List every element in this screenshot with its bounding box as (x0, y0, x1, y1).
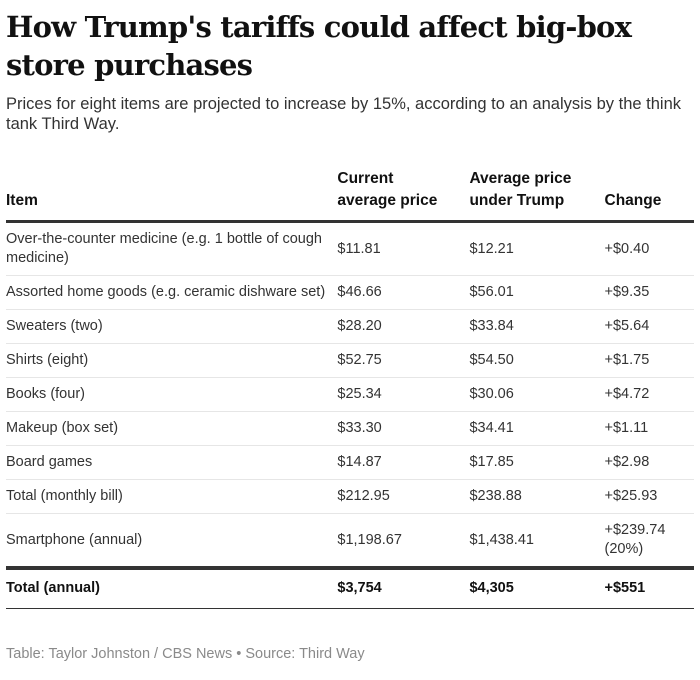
cell-item: Smartphone (annual) (6, 513, 338, 570)
cell-current-price: $3,754 (337, 568, 470, 609)
total-row: Total (annual) $3,754 $4,305 +$551 (6, 568, 694, 609)
cell-item: Total (annual) (6, 568, 338, 609)
cell-price-under-trump: $17.85 (469, 445, 605, 480)
footer-credit: Table: Taylor Johnston / CBS News • Sour… (6, 646, 365, 662)
cell-change: +$239.74 (20%) (604, 513, 694, 570)
header-current-price: Current average price (337, 168, 470, 223)
header-price-under-trump: Average price under Trump (469, 168, 605, 223)
cell-item: Board games (6, 445, 338, 480)
cell-change: +$1.75 (604, 343, 694, 378)
cell-price-under-trump: $1,438.41 (469, 513, 605, 570)
cell-current-price: $14.87 (337, 445, 470, 480)
cell-current-price: $33.30 (337, 411, 470, 446)
page-title: How Trump's tariffs could affect big-box… (6, 10, 632, 82)
cell-change: +$1.11 (604, 411, 694, 446)
cell-item: Total (monthly bill) (6, 479, 338, 514)
cell-change: +$2.98 (604, 445, 694, 480)
table-row: Assorted home goods (e.g. ceramic dishwa… (6, 275, 694, 310)
cell-item: Over-the-counter medicine (e.g. 1 bottle… (6, 221, 338, 276)
table-row: Shirts (eight) $52.75 $54.50 +$1.75 (6, 343, 694, 378)
price-table: Item Current average price Average price… (6, 168, 694, 609)
cell-price-under-trump: $33.84 (469, 309, 605, 344)
header-item: Item (6, 168, 338, 223)
cell-price-under-trump: $30.06 (469, 377, 605, 412)
table-row: Over-the-counter medicine (e.g. 1 bottle… (6, 221, 694, 276)
cell-change: +$9.35 (604, 275, 694, 310)
cell-current-price: $25.34 (337, 377, 470, 412)
table-row: Board games $14.87 $17.85 +$2.98 (6, 445, 694, 480)
cell-current-price: $1,198.67 (337, 513, 470, 570)
cell-price-under-trump: $56.01 (469, 275, 605, 310)
subtitle: Prices for eight items are projected to … (6, 95, 682, 133)
cell-change: +$5.64 (604, 309, 694, 344)
table-row: Makeup (box set) $33.30 $34.41 +$1.11 (6, 411, 694, 446)
cell-change: +$0.40 (604, 221, 694, 276)
header-change: Change (604, 168, 694, 223)
cell-current-price: $46.66 (337, 275, 470, 310)
cell-item: Assorted home goods (e.g. ceramic dishwa… (6, 275, 338, 310)
cell-item: Makeup (box set) (6, 411, 338, 446)
cell-price-under-trump: $12.21 (469, 221, 605, 276)
cell-item: Shirts (eight) (6, 343, 338, 378)
cell-current-price: $212.95 (337, 479, 470, 514)
cell-item: Books (four) (6, 377, 338, 412)
cell-change: +$551 (604, 568, 694, 609)
table-row: Total (monthly bill) $212.95 $238.88 +$25.9… (6, 479, 694, 514)
cell-price-under-trump: $34.41 (469, 411, 605, 446)
cell-item: Sweaters (two) (6, 309, 338, 344)
cell-price-under-trump: $4,305 (469, 568, 605, 609)
cell-current-price: $11.81 (337, 221, 470, 276)
cell-change: +$25.93 (604, 479, 694, 514)
table-row: Books (four) $25.34 $30.06 +$4.72 (6, 377, 694, 412)
cell-price-under-trump: $238.88 (469, 479, 605, 514)
table-row: Smartphone (annual) $1,198.67 $1,438.41 +$2… (6, 513, 694, 570)
header-row: Item Current average price Average price… (6, 168, 694, 223)
table-row: Sweaters (two) $28.20 $33.84 +$5.64 (6, 309, 694, 344)
cell-price-under-trump: $54.50 (469, 343, 605, 378)
cell-current-price: $28.20 (337, 309, 470, 344)
cell-current-price: $52.75 (337, 343, 470, 378)
cell-change: +$4.72 (604, 377, 694, 412)
